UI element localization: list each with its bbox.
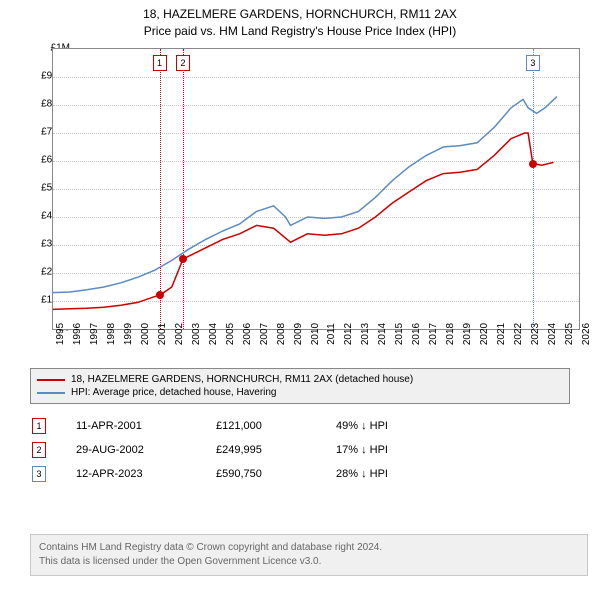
legend-row: HPI: Average price, detached house, Have…: [37, 386, 563, 399]
footer-note: Contains HM Land Registry data © Crown c…: [30, 534, 588, 576]
chart-plot-area: 12 3: [52, 48, 580, 330]
transaction-date: 11-APR-2001: [76, 420, 216, 432]
x-tick-label: 2006: [242, 323, 253, 345]
transaction-row: 3 12-APR-2023£590,75028% ↓ HPI: [30, 462, 570, 486]
transaction-row: 1 11-APR-2001£121,00049% ↓ HPI: [30, 414, 570, 438]
x-tick-label: 2004: [208, 323, 219, 345]
x-tick-label: 2009: [293, 323, 304, 345]
x-tick-label: 2008: [276, 323, 287, 345]
transaction-marker: 1: [32, 418, 46, 434]
transaction-marker: 2: [32, 442, 46, 458]
transaction-price: £121,000: [216, 420, 336, 432]
transaction-marker: 3: [32, 466, 46, 482]
transactions-table: 1 11-APR-2001£121,00049% ↓ HPI 2 29-AUG-200…: [30, 414, 570, 486]
marker-box-2: 2: [176, 55, 190, 71]
x-tick-label: 2016: [411, 323, 422, 345]
transaction-delta: 17% ↓ HPI: [336, 444, 456, 456]
legend-block: 18, HAZELMERE GARDENS, HORNCHURCH, RM11 …: [30, 368, 570, 486]
sale-dot: [156, 291, 164, 299]
marker-box-3: 3: [526, 55, 540, 71]
x-tick-label: 2001: [157, 323, 168, 345]
sale-dot: [529, 160, 537, 168]
x-tick-label: 1999: [123, 323, 134, 345]
transaction-date: 29-AUG-2002: [76, 444, 216, 456]
x-tick-label: 2011: [326, 323, 337, 345]
x-tick-label: 2000: [140, 323, 151, 345]
x-tick-label: 2005: [225, 323, 236, 345]
marker-box-1: 1: [153, 55, 167, 71]
chart-title-line1: 18, HAZELMERE GARDENS, HORNCHURCH, RM11 …: [0, 6, 600, 23]
legend-row: 18, HAZELMERE GARDENS, HORNCHURCH, RM11 …: [37, 373, 563, 386]
legend-series-box: 18, HAZELMERE GARDENS, HORNCHURCH, RM11 …: [30, 368, 570, 404]
transaction-price: £590,750: [216, 468, 336, 480]
chart-lines-svg: [53, 49, 579, 329]
x-tick-label: 2023: [530, 323, 541, 345]
x-tick-label: 1995: [55, 323, 66, 345]
footer-line2: This data is licensed under the Open Gov…: [39, 555, 579, 569]
x-tick-label: 2014: [377, 323, 388, 345]
sale-dot: [179, 255, 187, 263]
x-tick-label: 2021: [496, 323, 507, 345]
x-tick-label: 2017: [428, 323, 439, 345]
x-tick-label: 2013: [360, 323, 371, 345]
x-tick-label: 2019: [462, 323, 473, 345]
x-tick-label: 2022: [513, 323, 524, 345]
footer-line1: Contains HM Land Registry data © Crown c…: [39, 541, 579, 555]
transaction-delta: 49% ↓ HPI: [336, 420, 456, 432]
transaction-price: £249,995: [216, 444, 336, 456]
series-line: [53, 97, 557, 293]
x-tick-label: 2024: [547, 323, 558, 345]
x-tick-label: 2003: [191, 323, 202, 345]
transaction-row: 2 29-AUG-2002£249,99517% ↓ HPI: [30, 438, 570, 462]
x-tick-label: 2015: [394, 323, 405, 345]
transaction-date: 12-APR-2023: [76, 468, 216, 480]
x-tick-label: 2026: [581, 323, 592, 345]
x-tick-label: 2012: [343, 323, 354, 345]
legend-label: 18, HAZELMERE GARDENS, HORNCHURCH, RM11 …: [71, 374, 413, 385]
chart-title-block: 18, HAZELMERE GARDENS, HORNCHURCH, RM11 …: [0, 0, 600, 40]
page-container: 18, HAZELMERE GARDENS, HORNCHURCH, RM11 …: [0, 0, 600, 590]
legend-swatch: [37, 392, 65, 394]
chart-title-line2: Price paid vs. HM Land Registry's House …: [0, 23, 600, 40]
x-tick-label: 2007: [259, 323, 270, 345]
x-tick-label: 2020: [479, 323, 490, 345]
x-tick-label: 2025: [564, 323, 575, 345]
series-line: [53, 133, 554, 309]
x-tick-label: 1997: [89, 323, 100, 345]
x-tick-label: 2018: [445, 323, 456, 345]
x-tick-label: 1998: [106, 323, 117, 345]
x-tick-label: 2002: [174, 323, 185, 345]
transaction-delta: 28% ↓ HPI: [336, 468, 456, 480]
x-tick-label: 2010: [310, 323, 321, 345]
legend-label: HPI: Average price, detached house, Have…: [71, 387, 277, 398]
x-tick-label: 1996: [72, 323, 83, 345]
legend-swatch: [37, 379, 65, 381]
